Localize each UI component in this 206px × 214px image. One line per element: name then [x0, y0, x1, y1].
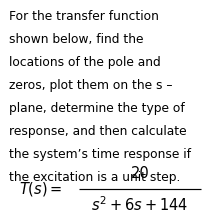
Text: the system’s time response if: the system’s time response if — [9, 148, 191, 161]
Text: zeros, plot them on the s –: zeros, plot them on the s – — [9, 79, 173, 92]
Text: For the transfer function: For the transfer function — [9, 10, 159, 23]
Text: $s^2 + 6s + 144$: $s^2 + 6s + 144$ — [91, 195, 189, 214]
Text: response, and then calculate: response, and then calculate — [9, 125, 187, 138]
Text: plane, determine the type of: plane, determine the type of — [9, 102, 185, 115]
Text: locations of the pole and: locations of the pole and — [9, 56, 161, 69]
Text: $T(s) =$: $T(s) =$ — [19, 180, 62, 198]
Text: 20: 20 — [131, 166, 150, 181]
Text: the excitation is a unit step.: the excitation is a unit step. — [9, 171, 181, 184]
Text: shown below, find the: shown below, find the — [9, 33, 144, 46]
